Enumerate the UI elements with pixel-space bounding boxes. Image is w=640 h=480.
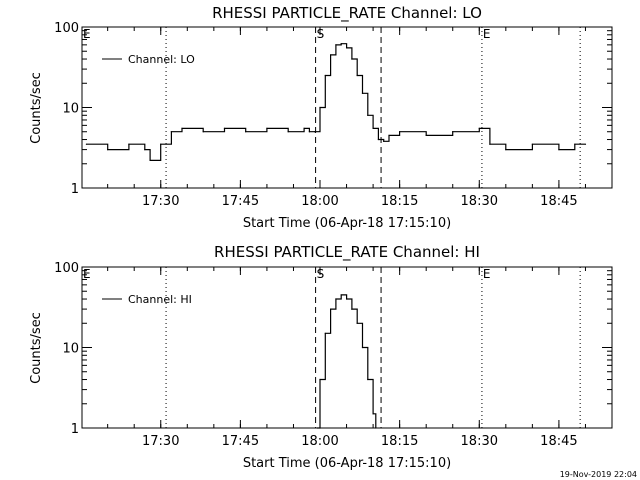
- panel-hi-plot: 17:30 17:45 18:00 18:15 18:30 18:45 1 10 100 E S E C…: [54, 261, 613, 449]
- panel-hi-marker-e: E: [483, 267, 491, 281]
- panel-lo-xlabel: Start Time (06-Apr-18 17:15:10): [243, 216, 451, 231]
- panel-lo-data-point: [478, 127, 480, 130]
- panel-lo-data-point: [245, 131, 247, 133]
- panel-lo-data-point: [489, 143, 491, 145]
- panel-lo-marker-e: E: [483, 27, 491, 41]
- panel-lo-data-point: [85, 143, 88, 145]
- panel-hi-xtick-label: 18:45: [540, 434, 577, 449]
- panel-lo-data-point: [330, 54, 332, 56]
- panel-lo-data-point: [367, 114, 369, 116]
- panel-lo-xtick-label: 18:15: [381, 194, 418, 209]
- panel-lo-data-point: [372, 127, 374, 130]
- panel-hi-ytick-label: 1: [71, 422, 79, 437]
- panel-lo-data-point: [351, 58, 353, 60]
- panel-hi-marker-e: E: [83, 267, 91, 281]
- panel-lo-data-point: [287, 131, 289, 133]
- panel-lo-data-point: [266, 127, 268, 130]
- panel-lo-xtick-label: 17:45: [222, 194, 259, 209]
- panel-lo-xtick-label: 17:30: [142, 194, 179, 209]
- panel-hi-data-point: [330, 308, 332, 310]
- panel-lo-legend-label: Channel: LO: [128, 53, 195, 66]
- panel-hi-xtick-label: 18:00: [301, 434, 338, 449]
- panel-hi-data-point: [335, 298, 337, 300]
- panel-hi-ylabel: Counts/sec: [29, 312, 44, 384]
- panel-lo-ylabel: Counts/sec: [29, 72, 44, 144]
- panel-lo-data-point: [574, 143, 576, 145]
- panel-hi-data-point: [319, 378, 321, 381]
- panel-hi-data-point: [351, 308, 353, 310]
- panel-lo-data-point: [452, 131, 454, 133]
- panel-hi-data-point: [316, 427, 318, 429]
- panel-lo-data-point: [531, 143, 533, 145]
- panel-lo-xtick-label: 18:45: [540, 194, 577, 209]
- panel-lo-data-point: [324, 74, 326, 77]
- panel-hi-xtick-label: 18:30: [461, 434, 498, 449]
- panel-lo-ytick-label: 1: [71, 182, 79, 197]
- panel-hi-xtick-label: 17:30: [142, 434, 179, 449]
- panel-lo-data-point: [558, 148, 560, 151]
- panel-hi-xtick-label: 18:15: [381, 434, 418, 449]
- panel-lo-data-point: [170, 131, 172, 133]
- panel-lo: RHESSI PARTICLE_RATE Channel: LO Start T…: [29, 4, 613, 231]
- panel-hi-data-point: [340, 294, 342, 296]
- panel-lo-data-point: [340, 43, 342, 45]
- panel-lo-data-point: [128, 143, 130, 145]
- panel-lo-marker-s: S: [317, 27, 325, 41]
- panel-hi-ytick-label: 100: [54, 261, 79, 276]
- panel-lo-data-point: [202, 131, 204, 133]
- panel-lo-data-point: [388, 134, 390, 137]
- panel-hi: RHESSI PARTICLE_RATE Channel: HI Start T…: [29, 243, 613, 471]
- panel-lo-data-point: [319, 106, 321, 109]
- panel-lo-data-point: [383, 140, 385, 142]
- panel-lo-data-point: [223, 127, 226, 130]
- panel-hi-data-point: [356, 322, 358, 324]
- panel-lo-xtick-label: 18:00: [301, 194, 338, 209]
- panel-hi-legend-label: Channel: HI: [128, 293, 192, 306]
- panel-lo-data-point: [377, 138, 380, 141]
- panel-lo-data-point: [505, 148, 507, 151]
- panel-lo-data-point: [308, 131, 310, 133]
- panel-hi-ytick-label: 10: [62, 342, 79, 357]
- panel-lo-data-point: [144, 148, 146, 151]
- panel-lo-data-point: [181, 127, 183, 130]
- panel-lo-data-point: [314, 131, 316, 133]
- panel-lo-data-point: [425, 134, 427, 137]
- panel-hi-data-point: [324, 332, 326, 334]
- panel-lo-data-point: [345, 47, 348, 49]
- panel-lo-data-point: [303, 127, 305, 130]
- panel-hi-data-point: [361, 346, 364, 349]
- panel-lo-data-point: [160, 143, 162, 145]
- panel-hi-xlabel: Start Time (06-Apr-18 17:15:10): [243, 456, 451, 471]
- panel-lo-data-point: [399, 131, 401, 133]
- panel-lo-plot: 17:30 17:45 18:00 18:15 18:30 18:45 1 10 100 E S E C…: [54, 21, 613, 209]
- panel-lo-series-line: [86, 43, 586, 161]
- panel-hi-data-point: [375, 427, 377, 429]
- panel-lo-data-point: [356, 74, 358, 77]
- panel-lo-data-point: [361, 92, 364, 94]
- panel-lo-ytick-label: 10: [62, 102, 79, 117]
- panel-lo-data-point: [149, 159, 151, 162]
- panel-hi-marker-s: S: [317, 267, 325, 281]
- panel-hi-xtick-label: 17:45: [222, 434, 259, 449]
- panel-lo-data-point: [335, 44, 337, 46]
- panel-lo-title: RHESSI PARTICLE_RATE Channel: LO: [212, 4, 482, 23]
- panel-lo-marker-e: E: [83, 27, 91, 41]
- panel-lo-xtick-label: 18:30: [461, 194, 498, 209]
- panel-hi-title: RHESSI PARTICLE_RATE Channel: HI: [214, 243, 480, 262]
- panel-hi-data-point: [372, 413, 374, 415]
- panel-hi-data-point: [345, 298, 348, 300]
- panel-lo-data-point: [584, 143, 587, 145]
- panel-lo-ytick-label: 100: [54, 21, 79, 36]
- panel-lo-data-point: [107, 148, 109, 151]
- footer-timestamp: 19-Nov-2019 22:04: [560, 470, 637, 479]
- panel-hi-data-point: [367, 378, 369, 381]
